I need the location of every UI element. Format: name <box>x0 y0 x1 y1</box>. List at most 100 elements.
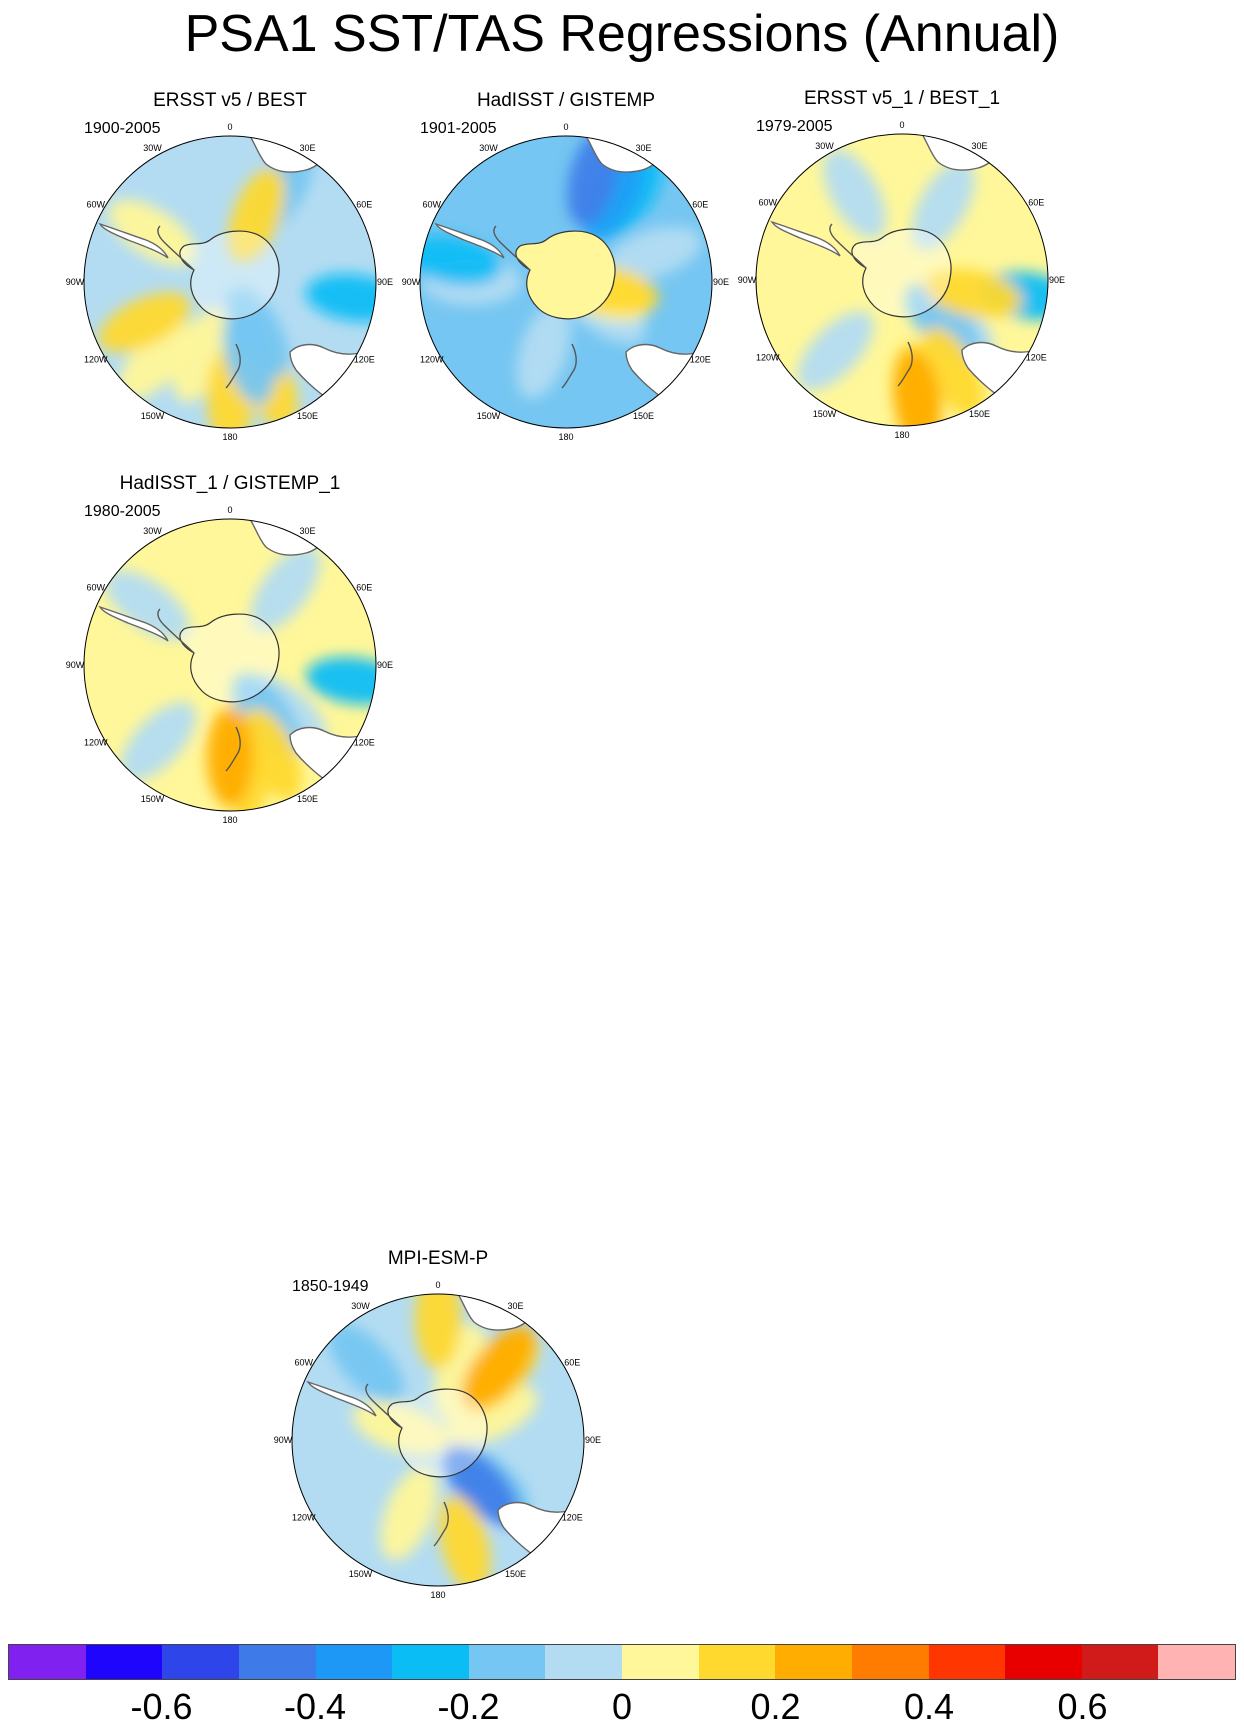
colorbar-segment <box>9 1645 86 1679</box>
longitude-label: 90W <box>738 275 757 285</box>
antarctica-outline <box>179 613 280 703</box>
anomaly-region <box>911 160 975 251</box>
colorbar-segment <box>162 1645 239 1679</box>
longitude-label: 150W <box>477 411 501 421</box>
panel-period: 1980-2005 <box>84 503 161 520</box>
coastline <box>365 1383 403 1429</box>
anomaly-region <box>104 569 190 640</box>
panel-title: MPI-ESM-P <box>387 1248 489 1269</box>
longitude-label: 120W <box>84 355 108 365</box>
longitude-label: 120E <box>562 1513 583 1523</box>
continent-outline <box>98 605 169 642</box>
longitude-label: 150E <box>969 409 990 419</box>
anomaly-region <box>445 1384 538 1445</box>
longitude-label: 60W <box>423 200 442 210</box>
colorbar-segment <box>238 1645 316 1679</box>
longitude-label: 30E <box>971 141 987 151</box>
map-panel-ersst-best: ERSST v5 / BEST 1900-2005 0 30E 60E 90E 120E… <box>60 90 400 450</box>
anomaly-region <box>905 284 982 364</box>
anomaly-region <box>461 1326 535 1409</box>
panel-period: 1979-2005 <box>756 118 833 135</box>
anomaly-region <box>823 148 887 239</box>
map-border <box>83 518 377 812</box>
colorbar-segment <box>392 1645 469 1679</box>
longitude-label: 30W <box>815 141 834 151</box>
anomaly-region <box>921 327 985 418</box>
longitude-label: 90W <box>274 1435 293 1445</box>
longitude-label: 60W <box>87 200 106 210</box>
colorbar-tick-label: -0.6 <box>130 1686 193 1727</box>
anomaly-region <box>420 235 502 286</box>
anomaly-region <box>98 292 191 353</box>
longitude-label: 90W <box>66 660 85 670</box>
longitude-label: 120W <box>756 353 780 363</box>
colorbar-segment <box>1081 1645 1159 1679</box>
colorbar <box>8 1644 1236 1680</box>
coastline <box>225 343 241 389</box>
anomaly-region <box>223 307 275 405</box>
coastline <box>829 223 867 269</box>
longitude-label: 150W <box>141 411 165 421</box>
longitude-label: 30W <box>143 526 162 536</box>
colorbar-tick-label: 0 <box>611 1686 633 1727</box>
longitude-label: 60E <box>564 1358 580 1368</box>
anomaly-region <box>797 311 874 391</box>
panel-period: 1901-2005 <box>420 120 497 137</box>
antarctica-outline <box>851 228 952 318</box>
anomaly-region <box>206 707 254 807</box>
polar-map: 0 30E 60E 90E 120E 150E 180 150W 120W 90W 60W 30W <box>274 1280 601 1600</box>
longitude-label: 90E <box>377 660 393 670</box>
longitude-label: 90W <box>402 277 421 287</box>
map-border <box>83 135 377 429</box>
anomaly-region <box>305 656 376 705</box>
longitude-label: 150W <box>349 1569 373 1579</box>
map-panel-mpi-esm-p: MPI-ESM-P 1850-1949 0 30E 60E 90E 120E 150E 18… <box>268 1248 608 1608</box>
longitude-label: 60W <box>759 198 778 208</box>
longitude-label: 90E <box>585 1435 601 1445</box>
colorbar-tick-label: 0.6 <box>1057 1686 1108 1727</box>
longitude-label: 150E <box>297 794 318 804</box>
coastline <box>493 225 531 271</box>
longitude-label: 120E <box>354 738 375 748</box>
anomaly-region <box>924 268 1022 319</box>
longitude-label: 90E <box>1049 275 1065 285</box>
anomaly-region <box>516 302 571 399</box>
antarctica-outline <box>179 230 280 320</box>
longitude-label: 60W <box>295 1358 314 1368</box>
anomaly-region <box>380 1466 438 1561</box>
longitude-label: 150W <box>813 409 837 419</box>
colorbar-tick-label: -0.2 <box>437 1686 500 1727</box>
longitude-label: 30W <box>143 143 162 153</box>
longitude-label: 120E <box>690 355 711 365</box>
panel-period: 1900-2005 <box>84 120 161 137</box>
longitude-label: 120E <box>354 355 375 365</box>
colorbar-segment <box>928 1645 1006 1679</box>
longitude-label: 30E <box>299 143 315 153</box>
map-border <box>291 1293 585 1587</box>
polar-map: 0 30E 60E 90E 120E 150E 180 150W 120W 90W 60W 30W <box>66 505 393 825</box>
longitude-label: 60E <box>356 200 372 210</box>
coastline <box>897 341 913 387</box>
anomaly-region <box>328 1323 405 1403</box>
longitude-label: 30W <box>479 143 498 153</box>
longitude-label: 90E <box>713 277 729 287</box>
coastline <box>433 1501 449 1547</box>
coastline <box>561 343 577 389</box>
longitude-label: 120W <box>420 355 444 365</box>
anomaly-region <box>605 226 702 281</box>
panel-title: HadISST_1 / GISTEMP_1 <box>119 473 341 494</box>
longitude-label: 180 <box>222 815 237 825</box>
map-panel-hadisst1-gistemp1: HadISST_1 / GISTEMP_1 1980-2005 0 30E 60E 9… <box>60 473 400 833</box>
colorbar-segment <box>698 1645 776 1679</box>
longitude-label: 0 <box>227 122 232 132</box>
map-panel-hadisst-gistemp: HadISST / GISTEMP 1901-2005 0 30E 60E 90E 12… <box>396 90 736 450</box>
panel-title: HadISST / GISTEMP <box>476 90 656 111</box>
longitude-label: 60E <box>692 200 708 210</box>
longitude-label: 60W <box>87 583 106 593</box>
continent-outline <box>306 1380 377 1417</box>
polar-map: 0 30E 60E 90E 120E 150E 180 150W 120W 90W 60W 30W <box>402 122 729 442</box>
longitude-label: 180 <box>430 1590 445 1600</box>
anomaly-region <box>305 273 376 322</box>
coastline <box>157 225 195 271</box>
longitude-label: 150W <box>141 794 165 804</box>
